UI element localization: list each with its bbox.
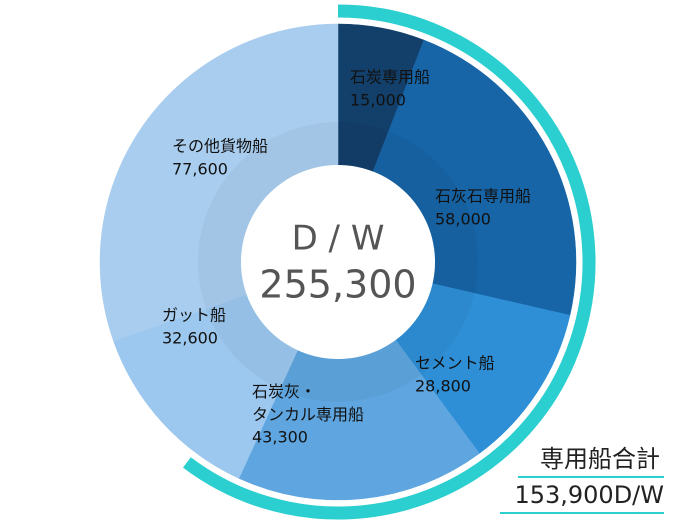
slices bbox=[99, 23, 577, 501]
slice-label: ガット船 bbox=[162, 306, 226, 325]
highlight-value: 153,900D/W bbox=[514, 481, 664, 509]
slice-shade bbox=[373, 131, 478, 294]
slice-label: 石炭灰・タンカル専用船 bbox=[252, 382, 364, 424]
highlight-name: 専用船合計 bbox=[540, 445, 660, 473]
slice-shade bbox=[198, 121, 338, 309]
slice-shade bbox=[279, 340, 422, 402]
donut-hole bbox=[241, 165, 435, 359]
highlight-arc bbox=[182, 4, 596, 520]
slice-value: 32,600 bbox=[162, 329, 218, 348]
slice-value: 77,600 bbox=[172, 160, 228, 179]
slice-value: 43,300 bbox=[252, 428, 308, 447]
slice-value: 58,000 bbox=[435, 210, 491, 229]
slice-label: その他貨物船 bbox=[172, 137, 268, 156]
slice-shade bbox=[205, 294, 298, 390]
slice-label: 石炭専用船 bbox=[350, 68, 430, 87]
slice-shade bbox=[338, 122, 389, 172]
slice-label: 石灰石専用船 bbox=[435, 187, 531, 206]
slice-shade bbox=[395, 283, 475, 375]
center-title: D / W bbox=[292, 219, 385, 259]
slice-value: 15,000 bbox=[350, 91, 406, 110]
center-total: 255,300 bbox=[259, 263, 416, 307]
slice-value: 28,800 bbox=[415, 377, 471, 396]
slice-label: セメント船 bbox=[415, 354, 495, 373]
